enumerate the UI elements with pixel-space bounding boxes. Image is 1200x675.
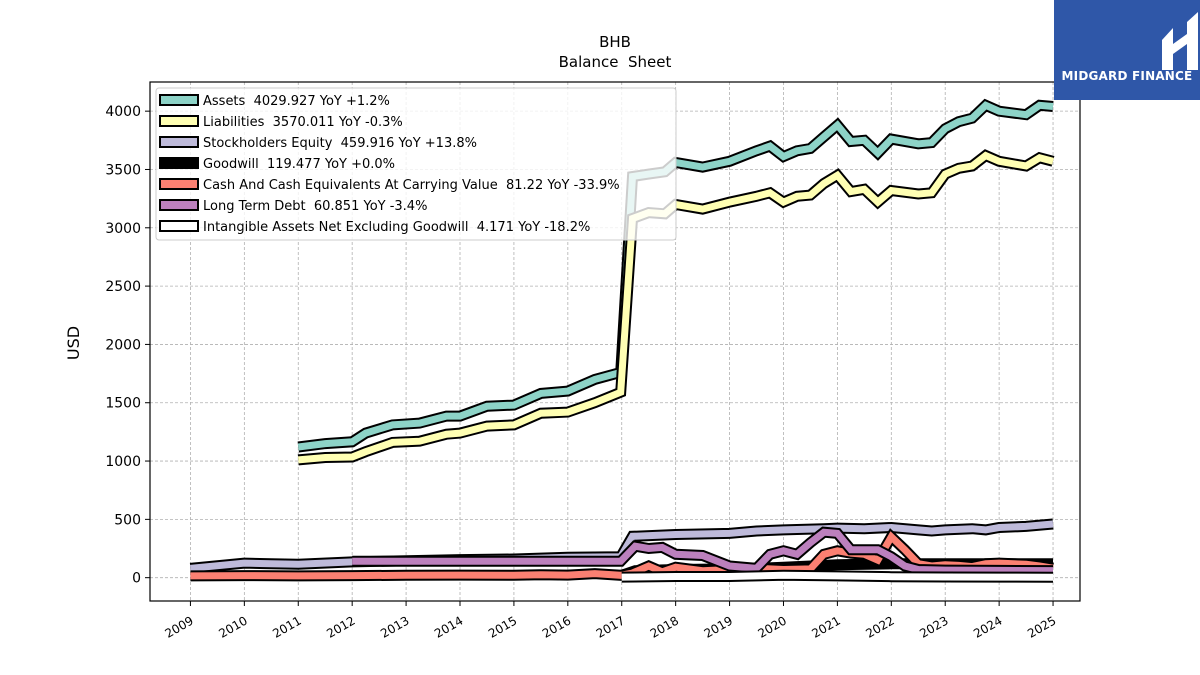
legend-swatch (159, 178, 199, 190)
legend-label: Goodwill 119.477 YoY +0.0% (203, 157, 395, 172)
y-tick-label: 500 (114, 512, 141, 528)
series-line (621, 571, 1054, 581)
x-tick-label: 2022 (863, 613, 896, 640)
brand-name: MIDGARD FINANCE (1061, 69, 1193, 83)
x-tick-label: 2019 (702, 613, 735, 640)
series-layer (189, 98, 1055, 583)
x-tick-label: 2024 (971, 613, 1004, 640)
legend-box (155, 87, 677, 241)
chart-title: BHB (599, 33, 631, 51)
legend-swatch (159, 115, 199, 127)
legend-label: Assets 4029.927 YoY +1.2% (203, 94, 390, 109)
y-tick-label: 1000 (105, 454, 141, 470)
x-tick-label: 2020 (756, 613, 789, 640)
y-tick-label: 3500 (105, 162, 141, 178)
legend-label: Long Term Debt 60.851 YoY -3.4% (203, 199, 427, 214)
y-tick-label: 4000 (105, 104, 141, 120)
x-tick-label: 2013 (378, 613, 411, 640)
legend-swatch (159, 94, 199, 106)
x-tick-label: 2015 (486, 613, 519, 640)
series-line (297, 151, 1054, 464)
x-tick-label: 2010 (216, 613, 249, 640)
x-tick-label: 2011 (270, 613, 303, 640)
x-tick-label: 2018 (648, 613, 681, 640)
x-tick-label: 2025 (1025, 613, 1058, 640)
x-tick-label: 2021 (809, 613, 842, 640)
midgard-finance-logo: MIDGARD FINANCE (1054, 0, 1200, 100)
legend-label: Cash And Cash Equivalents At Carrying Va… (203, 178, 620, 193)
series-line (297, 101, 1054, 451)
legend-label: Liabilities 3570.011 YoY -0.3% (203, 115, 403, 130)
legend-swatch (159, 220, 199, 232)
x-tick-label: 2009 (162, 613, 195, 640)
y-tick-label: 0 (132, 571, 141, 587)
plot-frame (149, 81, 1081, 602)
legend-label: Stockholders Equity 459.916 YoY +13.8% (203, 136, 477, 151)
y-tick-label: 3000 (105, 221, 141, 237)
logo-mark-icon (1162, 12, 1198, 70)
legend: Assets 4029.927 YoY +1.2% Liabilities 357… (155, 87, 677, 241)
y-axis-label: USD (64, 326, 83, 360)
chart-subtitle: Balance Sheet (559, 53, 672, 71)
legend-swatch (159, 199, 199, 211)
x-tick-label: 2023 (917, 613, 950, 640)
y-tick-label: 2000 (105, 337, 141, 353)
legend-swatch (159, 136, 199, 148)
y-tick-label: 2500 (105, 279, 141, 295)
legend-swatch (159, 157, 199, 169)
x-tick-label: 2012 (324, 613, 357, 640)
y-tick-label: 1500 (105, 396, 141, 412)
legend-label: Intangible Assets Net Excluding Goodwill… (203, 220, 590, 235)
x-tick-label: 2017 (594, 613, 627, 640)
x-tick-label: 2014 (432, 613, 465, 640)
series-line (352, 528, 1054, 575)
x-tick-label: 2016 (540, 613, 573, 640)
